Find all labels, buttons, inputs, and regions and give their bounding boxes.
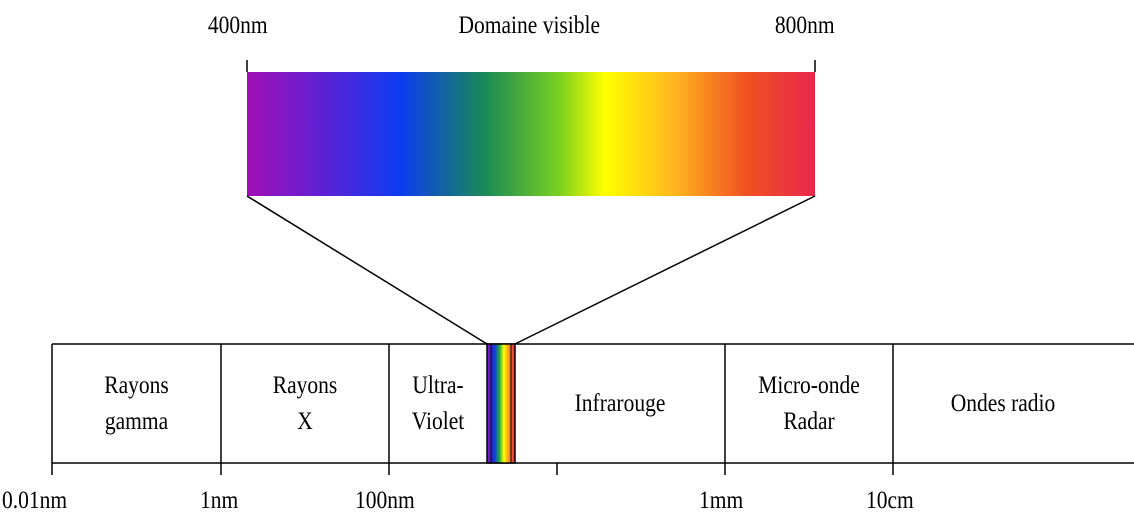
zoom-lines xyxy=(246,195,816,345)
visible-strip-dividers xyxy=(490,344,512,463)
tick-label: 100nm xyxy=(355,487,415,514)
region-gamma-rays: Rayons gamma xyxy=(104,372,169,435)
axis-tick-marks xyxy=(51,463,894,475)
region-x-rays: Rayons X xyxy=(272,372,338,435)
region-ultraviolet: Ultra- Violet xyxy=(411,372,465,435)
tick-label: 0.01nm xyxy=(2,487,68,514)
visible-strip xyxy=(486,343,516,464)
visible-spectrum-band xyxy=(247,72,815,196)
visible-bracket xyxy=(246,60,816,72)
em-spectrum-bar xyxy=(51,343,1134,464)
visible-end-label: 800nm xyxy=(774,12,835,39)
region-microwave-radar: Micro-onde Radar xyxy=(758,372,860,435)
visible-title: Domaine visible xyxy=(458,12,601,39)
tick-label: 10cm xyxy=(866,487,914,514)
visible-start-label: 400nm xyxy=(207,12,268,39)
region-radio-waves: Ondes radio xyxy=(950,390,1056,417)
tick-label: 1nm xyxy=(200,487,239,514)
tick-label: 1mm xyxy=(699,487,744,514)
region-infrared: Infrarouge xyxy=(574,390,666,417)
